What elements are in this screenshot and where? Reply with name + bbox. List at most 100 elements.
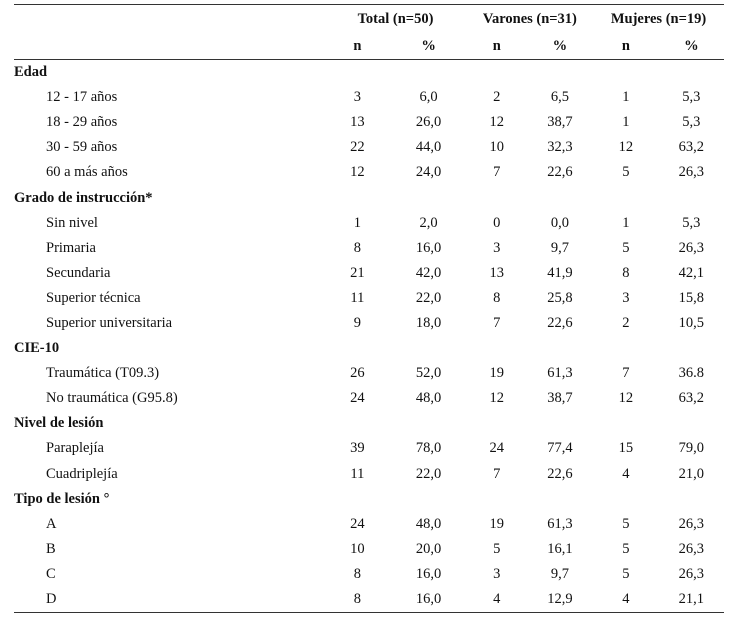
- cell-pct: 42,1: [678, 264, 705, 281]
- category-label: Tipo de lesión °: [14, 490, 110, 507]
- cell-pct: [527, 185, 593, 210]
- cell-pct: 10,5: [678, 314, 705, 331]
- cell-pct: 6,0: [419, 89, 438, 106]
- cell-n: [467, 60, 527, 86]
- cell-n: [467, 411, 527, 436]
- cell-n: [593, 487, 659, 512]
- table-row: 12 - 17 años 3 6,0 2 6,5 1 5,3: [14, 85, 724, 110]
- cell-n: 10: [489, 139, 504, 156]
- cell-pct: 77,4: [547, 440, 573, 457]
- cell-n: [593, 60, 659, 86]
- row-label: 30 - 59 años: [46, 139, 118, 156]
- row-label: 18 - 29 años: [46, 114, 118, 131]
- cell-n: [324, 60, 390, 86]
- cell-pct: 2,0: [419, 214, 438, 231]
- header-sub-n: n: [593, 33, 659, 60]
- cell-n: [467, 487, 527, 512]
- cell-pct: 5,3: [682, 89, 701, 106]
- category-row: Tipo de lesión °: [14, 487, 724, 512]
- table-row: D 8 16,0 4 12,9 4 21,1: [14, 587, 724, 613]
- row-label: Cuadriplejía: [46, 465, 118, 482]
- cell-n: 12: [489, 114, 504, 131]
- cell-n: 12: [618, 139, 634, 156]
- cell-n: 0: [493, 214, 501, 231]
- cell-pct: 15,8: [678, 289, 705, 306]
- cell-n: 8: [353, 565, 361, 582]
- cell-n: [467, 336, 527, 361]
- header-blank: [14, 33, 325, 60]
- cell-pct: 78,0: [415, 440, 442, 457]
- cell-pct: 22,6: [547, 465, 573, 482]
- cell-pct: 36.8: [678, 365, 705, 382]
- cell-pct: 26,3: [678, 515, 705, 532]
- cell-pct: 42,0: [415, 264, 442, 281]
- table-row: Superior universitaria 9 18,0 7 22,6 2 10,5: [14, 311, 724, 336]
- row-label: Superior universitaria: [46, 314, 173, 331]
- cell-n: 5: [493, 540, 501, 557]
- cell-pct: [659, 60, 724, 86]
- cell-n: 19: [489, 365, 504, 382]
- cell-n: 8: [493, 289, 501, 306]
- cell-n: 1: [622, 214, 630, 231]
- cell-pct: [659, 185, 724, 210]
- row-label: B: [46, 540, 56, 557]
- category-label: CIE-10: [14, 340, 60, 357]
- header-sub-n: n: [466, 33, 527, 60]
- cell-pct: 16,0: [415, 591, 442, 608]
- cell-n: 21: [350, 264, 365, 281]
- cell-pct: 16,0: [415, 239, 442, 256]
- cell-pct: [390, 487, 466, 512]
- cell-n: [593, 411, 659, 436]
- cell-n: 12: [489, 390, 504, 407]
- cell-pct: 0,0: [550, 214, 569, 231]
- cell-n: 7: [493, 314, 501, 331]
- cell-pct: 63,2: [678, 390, 705, 407]
- cell-n: 11: [350, 289, 365, 306]
- cell-n: 7: [493, 465, 501, 482]
- cell-pct: 5,3: [682, 214, 701, 231]
- cell-pct: 79,0: [678, 440, 705, 457]
- cell-pct: 21,1: [678, 591, 705, 608]
- row-label: Superior técnica: [46, 289, 141, 306]
- cell-pct: 21,0: [678, 465, 705, 482]
- cell-pct: [659, 411, 724, 436]
- cell-pct: 9,7: [550, 565, 569, 582]
- cell-n: 8: [353, 239, 361, 256]
- cell-n: 7: [493, 164, 501, 181]
- cell-pct: [659, 336, 724, 361]
- header-mujeres: Mujeres (n=19): [610, 10, 707, 27]
- category-row: Nivel de lesión: [14, 411, 724, 436]
- cell-pct: 22,0: [415, 289, 442, 306]
- cell-n: 5: [622, 164, 630, 181]
- cell-pct: [659, 487, 724, 512]
- cell-pct: 38,7: [547, 114, 573, 131]
- row-label: Paraplejía: [46, 440, 104, 457]
- cell-n: 3: [493, 565, 501, 582]
- table-row: A 24 48,0 19 61,3 5 26,3: [14, 512, 724, 537]
- table-row: No traumática (G95.8) 24 48,0 12 38,7 12 63,2: [14, 386, 724, 411]
- table-row: Superior técnica 11 22,0 8 25,8 3 15,8: [14, 286, 724, 311]
- cell-n: 12: [350, 164, 365, 181]
- header-sub-n: n: [324, 33, 391, 60]
- cell-pct: 22,6: [547, 314, 573, 331]
- cell-n: 10: [350, 540, 365, 557]
- category-row: Edad: [14, 60, 724, 86]
- cell-n: 19: [489, 515, 504, 532]
- cell-n: 5: [622, 515, 630, 532]
- category-row: Grado de instrucción*: [14, 185, 724, 210]
- cell-pct: 24,0: [415, 164, 442, 181]
- cell-n: 1: [622, 89, 630, 106]
- category-label: Grado de instrucción*: [14, 189, 153, 206]
- cell-n: 26: [350, 365, 365, 382]
- table-row: Primaria 8 16,0 3 9,7 5 26,3: [14, 236, 724, 261]
- cell-pct: 26,3: [678, 239, 705, 256]
- cell-pct: [527, 60, 593, 86]
- row-label: Secundaria: [46, 264, 111, 281]
- header-blank: [14, 5, 324, 34]
- cell-n: 1: [353, 214, 361, 231]
- category-label: Nivel de lesión: [14, 415, 104, 432]
- cell-n: 8: [622, 264, 630, 281]
- row-label: Sin nivel: [46, 214, 98, 231]
- cell-n: 5: [622, 239, 630, 256]
